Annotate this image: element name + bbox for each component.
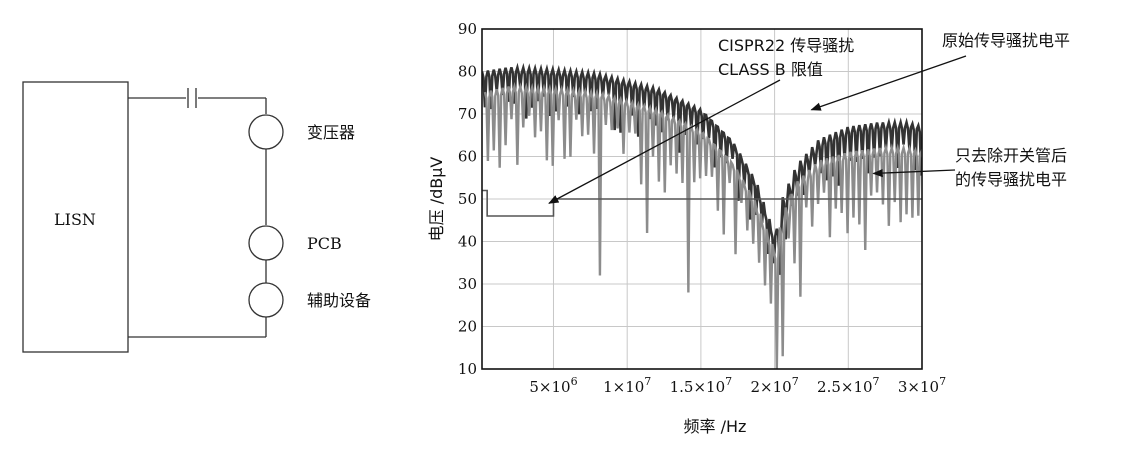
x-axis-label: 频率 /Hz xyxy=(684,417,747,436)
plot-frame xyxy=(481,28,923,370)
y-tick-label: 70 xyxy=(458,105,477,123)
y-tick-label: 30 xyxy=(458,275,477,293)
annotation-original-text: 原始传导骚扰电平 xyxy=(942,31,1070,50)
series-switch-removed-level xyxy=(483,81,922,369)
chart: 10 20 30 40 50 60 70 80 90 5×106 1×107 1.5×107 2×10… xyxy=(427,20,1070,436)
x-tick-label: 1×107 xyxy=(603,375,651,396)
y-axis-label: 电压 /dBμV xyxy=(427,157,446,242)
series-original-level xyxy=(482,62,922,275)
test-setup-diagram xyxy=(22,81,284,353)
x-tick-label: 1.5×107 xyxy=(670,375,733,396)
y-tick-label: 80 xyxy=(458,63,477,81)
y-tick-label: 40 xyxy=(458,233,477,251)
y-tick-label: 90 xyxy=(458,20,477,38)
series-layer xyxy=(482,62,922,369)
y-tick-label: 20 xyxy=(458,318,477,336)
pcb-label: PCB xyxy=(307,234,342,253)
x-tick-label: 5×106 xyxy=(529,375,577,396)
annotation-switch-removed-arrow xyxy=(872,168,956,178)
transformer-symbol xyxy=(248,114,284,150)
pcb-symbol xyxy=(248,225,284,261)
annotation-switch-removed-text: 的传导骚扰电平 xyxy=(955,170,1067,189)
annotation-limit-text: CISPR22 传导骚扰 xyxy=(718,36,854,55)
transformer-label: 变压器 xyxy=(307,123,355,142)
auxiliary-equipment-symbol xyxy=(248,282,284,318)
annotation-original-arrow xyxy=(810,55,967,111)
x-tick-label: 2×107 xyxy=(750,375,798,396)
y-tick-label: 60 xyxy=(458,148,477,166)
x-tick-labels: 5×106 1×107 1.5×107 2×107 2.5×107 3×107 xyxy=(529,375,946,396)
y-tick-labels: 10 20 30 40 50 60 70 80 90 xyxy=(458,20,477,378)
series-limit-line xyxy=(482,189,922,217)
annotations: CISPR22 传导骚扰 CLASS B 限值 原始传导骚扰电平只去除开关管后的传导… xyxy=(548,31,1070,204)
y-tick-label: 50 xyxy=(458,190,477,208)
x-tick-label: 2.5×107 xyxy=(817,375,880,396)
lisn-label: LISN xyxy=(54,210,96,229)
annotation-limit-text: CLASS B 限值 xyxy=(718,60,823,79)
lisn-box xyxy=(22,81,129,353)
annotation-switch-removed-text: 只去除开关管后 xyxy=(955,146,1067,165)
y-tick-label: 10 xyxy=(458,360,477,378)
x-tick-label: 3×107 xyxy=(898,375,946,396)
annotation-limit-arrow xyxy=(548,79,781,204)
auxiliary-equipment-label: 辅助设备 xyxy=(307,291,371,310)
